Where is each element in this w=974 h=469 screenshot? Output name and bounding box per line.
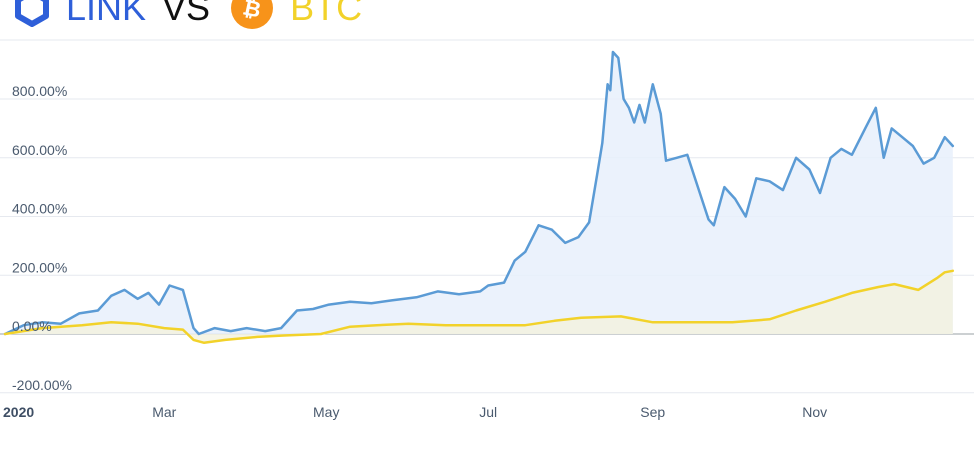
x-tick-label: Jul	[479, 404, 497, 420]
coin-b-name: BTC	[290, 0, 363, 28]
bitcoin-icon: ₿	[230, 0, 274, 30]
series-area-btc	[5, 270, 953, 343]
y-tick-label: 800.00%	[12, 83, 67, 99]
series-line-btc	[3, 269, 955, 345]
x-tick-label: 2020	[3, 404, 34, 420]
y-tick-label: 0.00%	[12, 318, 52, 334]
series-line-link	[3, 50, 955, 336]
chainlink-hexagon-icon	[12, 0, 52, 28]
x-tick-label: May	[313, 404, 339, 420]
y-tick-label: 600.00%	[12, 142, 67, 158]
y-tick-label: 200.00%	[12, 259, 67, 275]
x-tick-label: Nov	[802, 404, 827, 420]
y-tick-label: 400.00%	[12, 201, 67, 217]
chart-title-bar: LINK VS ₿ BTC	[0, 0, 362, 30]
x-tick-label: Mar	[152, 404, 176, 420]
coin-a-name: LINK	[66, 0, 147, 28]
svg-text:₿: ₿	[241, 0, 264, 23]
x-axis-labels: 2020 Mar May Jul Sep Nov	[3, 404, 827, 420]
y-tick-label: -200.00%	[12, 377, 72, 393]
line-layer	[3, 50, 955, 345]
y-axis-labels: 800.00% 600.00% 400.00% 200.00% 0.00% -200.00…	[12, 83, 72, 393]
series-area-link	[5, 52, 953, 334]
area-layer	[5, 52, 953, 343]
x-tick-label: Sep	[640, 404, 665, 420]
vs-label: VS	[162, 0, 211, 28]
